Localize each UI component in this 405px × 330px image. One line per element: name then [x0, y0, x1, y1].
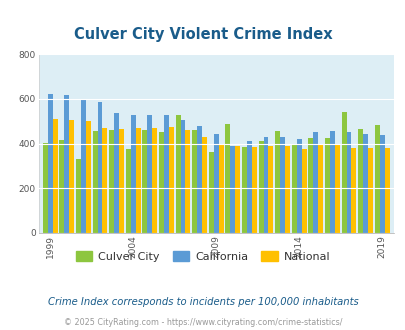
Bar [102, 128, 107, 233]
Bar [367, 148, 372, 233]
Bar [175, 115, 180, 233]
Bar [180, 120, 185, 233]
Bar [357, 129, 362, 233]
Bar [47, 94, 53, 233]
Bar [192, 130, 196, 233]
Bar [251, 147, 256, 233]
Bar [334, 144, 339, 233]
Bar [202, 137, 207, 233]
Bar [135, 128, 140, 233]
Text: Crime Index corresponds to incidents per 100,000 inhabitants: Crime Index corresponds to incidents per… [47, 297, 358, 307]
Bar [185, 130, 190, 233]
Bar [43, 143, 47, 233]
Bar [318, 145, 322, 233]
Bar [324, 138, 329, 233]
Bar [86, 121, 91, 233]
Bar [284, 146, 289, 233]
Bar [384, 148, 389, 233]
Bar [59, 140, 64, 233]
Bar [130, 115, 135, 233]
Bar [196, 126, 202, 233]
Bar [76, 159, 81, 233]
Bar [301, 149, 306, 233]
Bar [296, 139, 301, 233]
Text: Culver City Violent Crime Index: Culver City Violent Crime Index [73, 27, 332, 42]
Bar [362, 134, 367, 233]
Text: © 2025 CityRating.com - https://www.cityrating.com/crime-statistics/: © 2025 CityRating.com - https://www.city… [64, 318, 341, 327]
Bar [164, 115, 168, 233]
Bar [225, 123, 230, 233]
Bar [379, 135, 384, 233]
Bar [307, 138, 313, 233]
Bar [152, 128, 157, 233]
Bar [69, 120, 74, 233]
Bar [92, 131, 97, 233]
Legend: Culver City, California, National: Culver City, California, National [71, 247, 334, 267]
Bar [263, 137, 268, 233]
Bar [208, 152, 213, 233]
Bar [374, 125, 379, 233]
Bar [268, 146, 273, 233]
Bar [147, 115, 152, 233]
Bar [351, 148, 356, 233]
Bar [168, 127, 173, 233]
Bar [230, 146, 235, 233]
Bar [213, 134, 218, 233]
Bar [241, 147, 246, 233]
Bar [275, 131, 279, 233]
Bar [235, 146, 240, 233]
Bar [218, 144, 223, 233]
Bar [119, 129, 124, 233]
Bar [81, 100, 86, 233]
Bar [246, 141, 251, 233]
Bar [97, 102, 102, 233]
Bar [64, 95, 69, 233]
Bar [279, 137, 284, 233]
Bar [114, 114, 119, 233]
Bar [126, 149, 130, 233]
Bar [341, 112, 345, 233]
Bar [329, 131, 334, 233]
Bar [142, 130, 147, 233]
Bar [313, 132, 318, 233]
Bar [158, 132, 164, 233]
Bar [345, 132, 351, 233]
Bar [291, 144, 296, 233]
Bar [53, 119, 58, 233]
Bar [109, 130, 114, 233]
Bar [258, 141, 263, 233]
